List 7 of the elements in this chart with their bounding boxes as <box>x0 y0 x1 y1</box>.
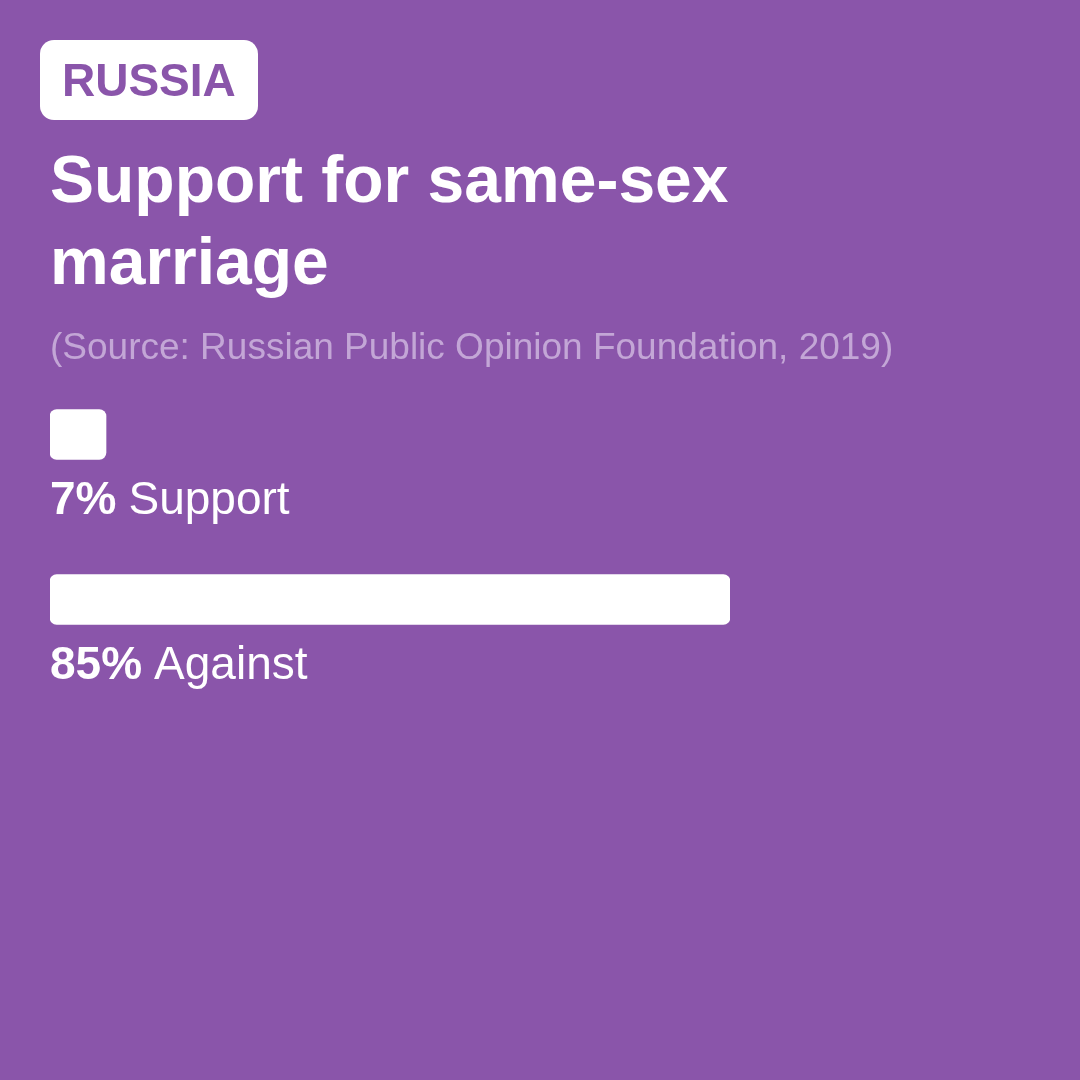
data-label: 7% <box>50 471 117 524</box>
y-tick-label: Support <box>128 471 290 524</box>
text: RUSSIA <box>40 40 258 120</box>
chart-title: Support for same-sex marriage <box>50 141 730 300</box>
annotation: (Source: Russian Public Opinion Foundation, 2019) <box>50 326 894 368</box>
y-tick-label: Against <box>154 636 308 689</box>
data-label: 85% <box>50 636 143 689</box>
